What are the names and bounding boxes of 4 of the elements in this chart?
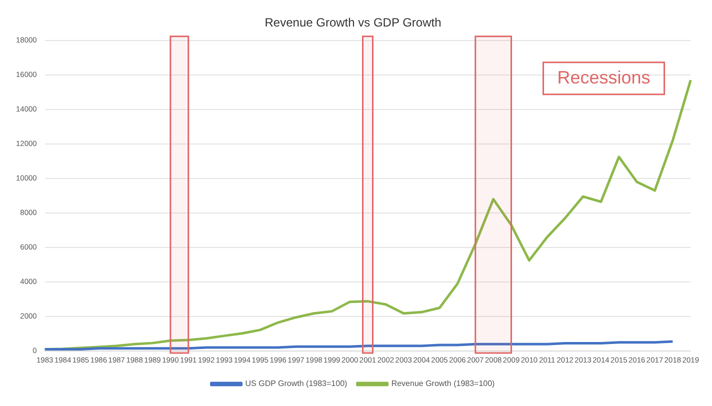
legend-label: US GDP Growth (1983=100) [245, 379, 348, 388]
legend-label: Revenue Growth (1983=100) [391, 379, 496, 388]
band-label: Recessions [557, 67, 650, 88]
chart-title: Revenue Growth vs GDP Growth [264, 16, 442, 30]
